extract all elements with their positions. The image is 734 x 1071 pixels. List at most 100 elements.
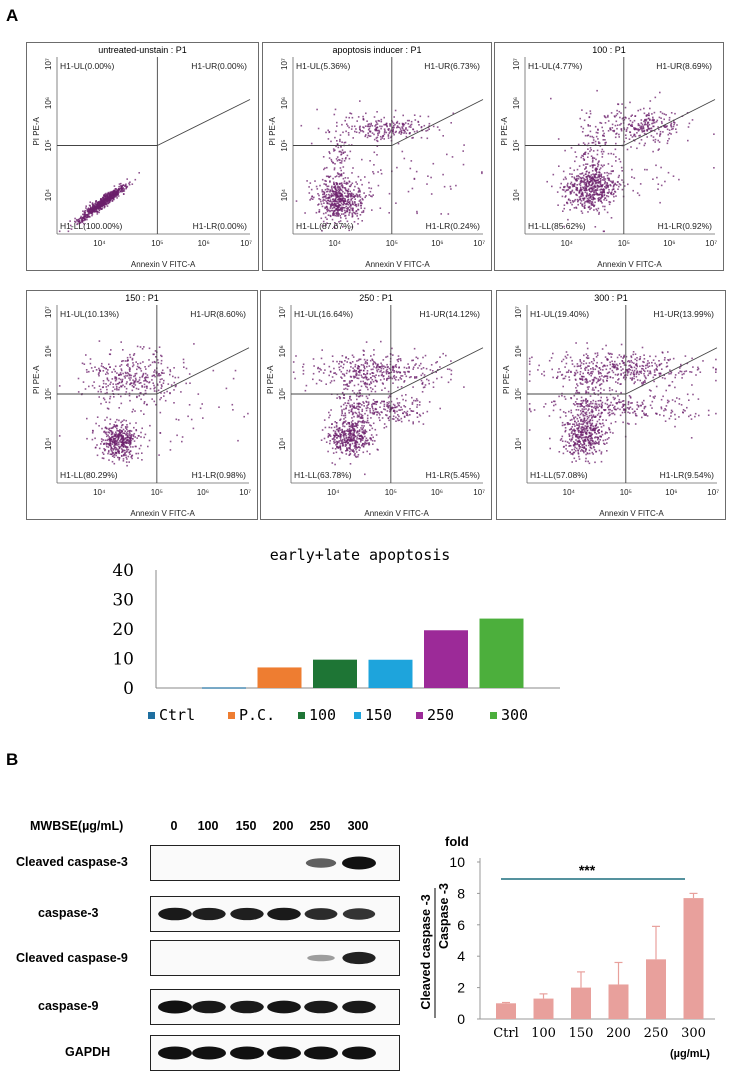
data-point [582,197,584,200]
data-point [584,430,586,432]
data-point [415,170,418,173]
data-point [447,213,450,215]
data-point [109,440,112,443]
data-point [146,387,148,389]
data-point [358,126,361,129]
data-point [588,205,591,208]
data-point [337,195,339,197]
data-point [356,414,359,416]
data-point [378,366,381,368]
data-point [564,185,566,188]
data-point [93,203,95,206]
data-point [352,432,354,435]
data-point [372,359,374,362]
data-point [570,432,573,434]
data-point [648,117,650,120]
data-point [123,385,126,388]
data-point [339,161,341,164]
data-point [462,150,464,152]
data-point [330,186,333,189]
data-point [592,204,594,206]
data-point [425,367,428,370]
data-point [98,209,101,212]
data-point [334,448,337,450]
data-point [341,183,343,186]
data-point [144,378,147,380]
data-point [125,382,128,385]
data-point [670,133,672,135]
data-point [343,432,346,434]
data-point [331,423,333,425]
data-point [118,185,120,188]
data-point [391,121,394,123]
data-point [387,417,390,419]
data-point [311,195,313,197]
data-point [365,112,367,115]
data-point [163,395,165,397]
data-point [584,173,587,176]
data-point [592,150,595,152]
data-point [110,381,112,384]
data-point [416,212,418,215]
data-point [351,390,354,392]
data-point [340,182,343,184]
data-point [336,172,339,174]
quadrant-label-lr: H1-LR(0.24%) [426,221,480,231]
data-point [358,370,361,373]
data-point [121,430,123,433]
data-point [295,200,298,202]
data-point [580,419,582,421]
data-point [606,174,609,177]
data-point [657,183,660,185]
data-point [338,363,340,365]
data-point [349,395,352,398]
data-point [358,200,361,202]
data-point [140,392,142,394]
data-point [609,431,612,434]
data-point [114,451,117,454]
data-point [561,440,564,442]
data-point [594,143,597,146]
data-point [388,419,390,422]
data-point [372,372,375,374]
data-point [631,125,633,127]
data-point [109,423,111,425]
data-point [336,193,339,196]
data-point [91,213,94,216]
data-point [98,340,101,342]
data-point [334,214,336,217]
data-point [373,349,375,351]
data-point [323,183,325,185]
data-point [376,140,379,143]
data-point [393,370,395,372]
data-point [98,385,101,387]
data-point [580,189,582,191]
data-point [578,447,581,450]
data-point [599,193,602,196]
data-point [308,192,311,194]
data-point [114,379,117,382]
data-point [585,426,588,428]
data-point [610,217,613,219]
data-point [382,371,385,373]
data-point [351,425,354,427]
data-point [341,412,343,415]
data-point [141,452,143,454]
data-point [342,425,344,427]
data-point [361,428,363,431]
data-point [436,361,438,363]
data-point [394,123,396,126]
data-point [366,365,368,368]
data-point [361,197,364,200]
data-point [588,193,591,195]
data-point [583,419,585,422]
data-point [340,188,342,191]
data-point [345,437,347,439]
data-point [292,361,295,363]
data-point [400,133,402,135]
data-point [347,207,349,210]
data-point [355,425,357,427]
data-point [321,196,324,199]
data-point [99,199,102,202]
data-point [391,418,394,420]
